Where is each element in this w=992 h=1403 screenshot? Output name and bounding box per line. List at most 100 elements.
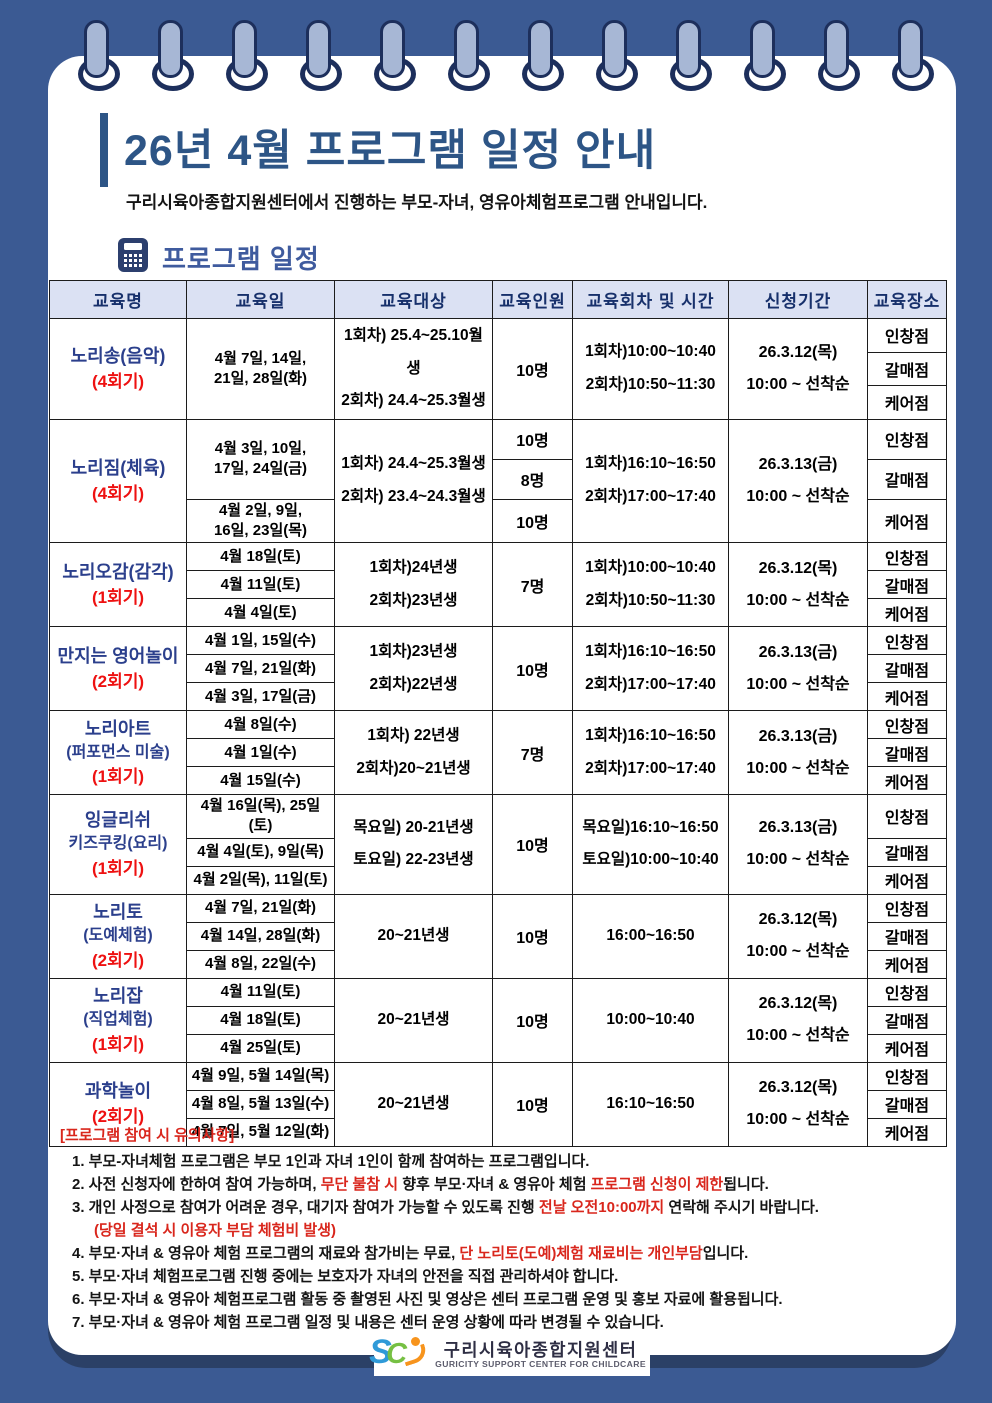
note-text: 2. 사전 신청자에 한하여 참여 가능하며,	[72, 1176, 321, 1193]
program-dates: 4월 4일(토), 9일(목)	[186, 837, 335, 867]
ring-pin	[676, 20, 701, 78]
binder-ring	[668, 0, 712, 92]
program-name-cell: 노리송(음악) (4회기)	[49, 318, 187, 420]
program-target: 1회차) 22년생 2회차)20~21년생	[334, 710, 493, 796]
program-period: 26.3.12(목) 10:00 ~ 선착순	[728, 318, 868, 420]
program-session: (4회기)	[91, 484, 145, 504]
program-dates: 4월 18일(토)	[186, 542, 335, 572]
note-line: 1. 부모-자녀체험 프로그램은 부모 1인과 자녀 1인이 함께 참여하는 프…	[72, 1153, 590, 1170]
program-time: 10:00~10:40	[572, 977, 729, 1063]
note-line: 3. 개인 사정으로 참여가 어려운 경우, 대기자 참여가 가능할 수 있도록…	[60, 1196, 940, 1219]
program-capacity: 10명	[492, 893, 573, 979]
table-row: 4월 3일, 17일(금) 케어점	[50, 682, 947, 712]
note-text-red: 무단 불참 시	[320, 1176, 399, 1193]
program-session: (1회기)	[91, 587, 145, 607]
binder-ring	[372, 0, 416, 92]
program-place: 인창점	[867, 710, 947, 740]
program-period: 26.3.12(목) 10:00 ~ 선착순	[728, 542, 868, 628]
program-dates: 4월 25일(토)	[186, 1033, 335, 1063]
binder-ring	[816, 0, 860, 92]
col-header-target: 교육대상	[334, 280, 493, 319]
center-logo: S C 구리시육아종합지원센터 GURICITY SUPPORT CENTER …	[369, 1333, 650, 1376]
col-header-period: 신청기간	[728, 280, 868, 319]
program-time: 16:00~16:50	[572, 893, 729, 979]
program-place: 케어점	[867, 766, 947, 796]
program-place: 케어점	[867, 598, 947, 628]
table-row: 노리잡 (직업체험) (1회기) 4월 11일(토) 20~21년생 10명 1…	[49, 977, 947, 1063]
ring-pin	[380, 20, 405, 78]
table-row: 과학놀이 (2회기) 4월 9일, 5월 14일(목) 20~21년생 10명 …	[49, 1061, 947, 1147]
program-name-cell: 노리잡 (직업체험) (1회기)	[49, 977, 187, 1063]
program-capacity: 7명	[492, 542, 573, 628]
program-place: 케어점	[867, 949, 947, 979]
table-row: 4월 7일, 5월 12일(화) 케어점	[50, 1117, 947, 1147]
program-name: 만지는 영어놀이	[57, 645, 179, 666]
program-period: 26.3.13(금) 10:00 ~ 선착순	[728, 626, 868, 712]
program-name-sub: (직업체험)	[83, 1011, 153, 1029]
binder-ring	[446, 0, 490, 92]
program-dates: 4월 4일(토)	[186, 598, 335, 628]
program-target: 1회차) 25.4~25.10월생 2회차) 24.4~25.3월생	[334, 318, 493, 420]
ring-pin	[232, 20, 257, 78]
table-row: 4월 7일, 21일(화) 갈매점	[50, 654, 947, 684]
program-dates: 4월 7일, 5월 12일(화)	[186, 1117, 335, 1147]
table-row: 만지는 영어놀이 (2회기) 4월 1일, 15일(수) 1회차)23년생 2회…	[49, 626, 947, 712]
program-dates: 4월 1일(수)	[186, 738, 335, 768]
program-session: (1회기)	[91, 1034, 145, 1054]
program-place: 갈매점	[867, 921, 947, 951]
ring-pin	[898, 20, 923, 78]
program-place: 케어점	[867, 865, 947, 895]
note-text: 4. 부모·자녀 & 영유아 체험 프로그램의 재료와 참가비는 무료,	[72, 1245, 460, 1262]
ring-pin	[750, 20, 775, 78]
note-subline: (당일 결석 시 이용자 부담 체험비 발생)	[94, 1222, 336, 1239]
program-period: 26.3.12(목) 10:00 ~ 선착순	[728, 977, 868, 1063]
program-place: 케어점	[867, 385, 947, 420]
program-dates: 4월 8일(수)	[186, 710, 335, 740]
program-dates: 4월 1일, 15일(수)	[186, 626, 335, 656]
program-session: (4회기)	[91, 372, 145, 392]
program-target: 20~21년생	[334, 893, 493, 979]
note-text: 3. 개인 사정으로 참여가 어려운 경우, 대기자 참여가 가능할 수 있도록…	[72, 1199, 539, 1216]
binder-ring	[76, 0, 120, 92]
program-place: 갈매점	[867, 1005, 947, 1035]
program-dates: 4월 18일(토)	[186, 1005, 335, 1035]
program-dates: 4월 3일, 17일(금)	[186, 682, 335, 712]
center-name-korean: 구리시육아종합지원센터	[443, 1339, 638, 1360]
program-name: 노리아트	[84, 718, 152, 739]
col-header-dates: 교육일	[186, 280, 335, 319]
note-text-red: 프로그램 신청이 제한	[590, 1176, 724, 1193]
program-period: 26.3.13(금) 10:00 ~ 선착순	[728, 418, 868, 544]
table-row: 4월 4일(토), 9일(목) 갈매점	[50, 837, 947, 867]
note-line: 7. 부모·자녀 & 영유아 체험 프로그램 일정 및 내용은 센터 운영 상황…	[72, 1314, 664, 1331]
program-name-cell: 노리아트 (퍼포먼스 미술) (1회기)	[49, 710, 187, 796]
program-period: 26.3.12(목) 10:00 ~ 선착순	[728, 1061, 868, 1147]
program-place: 인창점	[867, 1061, 947, 1091]
center-name-english: GURICITY SUPPORT CENTER FOR CHILDCARE	[435, 1358, 646, 1369]
program-capacity: 10명	[492, 318, 573, 420]
program-time: 16:10~16:50	[572, 1061, 729, 1147]
program-dates: 4월 7일, 14일, 21일, 28일(화)	[186, 318, 335, 420]
table-row: 잉글리쉬 키즈쿠킹(요리) (1회기) 4월 16일(목), 25일(토) 목요…	[49, 794, 947, 895]
table-row: 노리토 (도예체험) (2회기) 4월 7일, 21일(화) 20~21년생 1…	[49, 893, 947, 979]
table-row: 4월 2일(목), 11일(토) 케어점	[50, 865, 947, 895]
ring-pin	[454, 20, 479, 78]
program-place: 케어점	[867, 498, 947, 544]
program-place: 케어점	[867, 1117, 947, 1147]
program-capacity: 10명	[492, 498, 573, 544]
program-period: 26.3.12(목) 10:00 ~ 선착순	[728, 893, 868, 979]
program-capacity: 10명	[492, 1061, 573, 1147]
table-row: 노리짐(체육) (4회기) 4월 3일, 10일, 17일, 24일(금) 1회…	[49, 418, 947, 544]
note-text: 입니다.	[702, 1245, 749, 1262]
program-name-cell: 노리짐(체육) (4회기)	[49, 418, 187, 544]
table-row: 노리오감(감각) (1회기) 4월 18일(토) 1회차)24년생 2회차)23…	[49, 542, 947, 628]
center-logo-icon: S C	[369, 1333, 430, 1375]
program-capacity: 8명	[492, 458, 573, 500]
ring-pin	[824, 20, 849, 78]
note-line: 4. 부모·자녀 & 영유아 체험 프로그램의 재료와 참가비는 무료, 단 노…	[60, 1242, 940, 1265]
ring-pin	[158, 20, 183, 78]
note-text: 됩니다.	[723, 1176, 769, 1193]
program-place: 케어점	[867, 1033, 947, 1063]
program-capacity: 10명	[492, 418, 573, 460]
title-accent-bar	[100, 113, 108, 187]
program-place: 갈매점	[867, 1089, 947, 1119]
